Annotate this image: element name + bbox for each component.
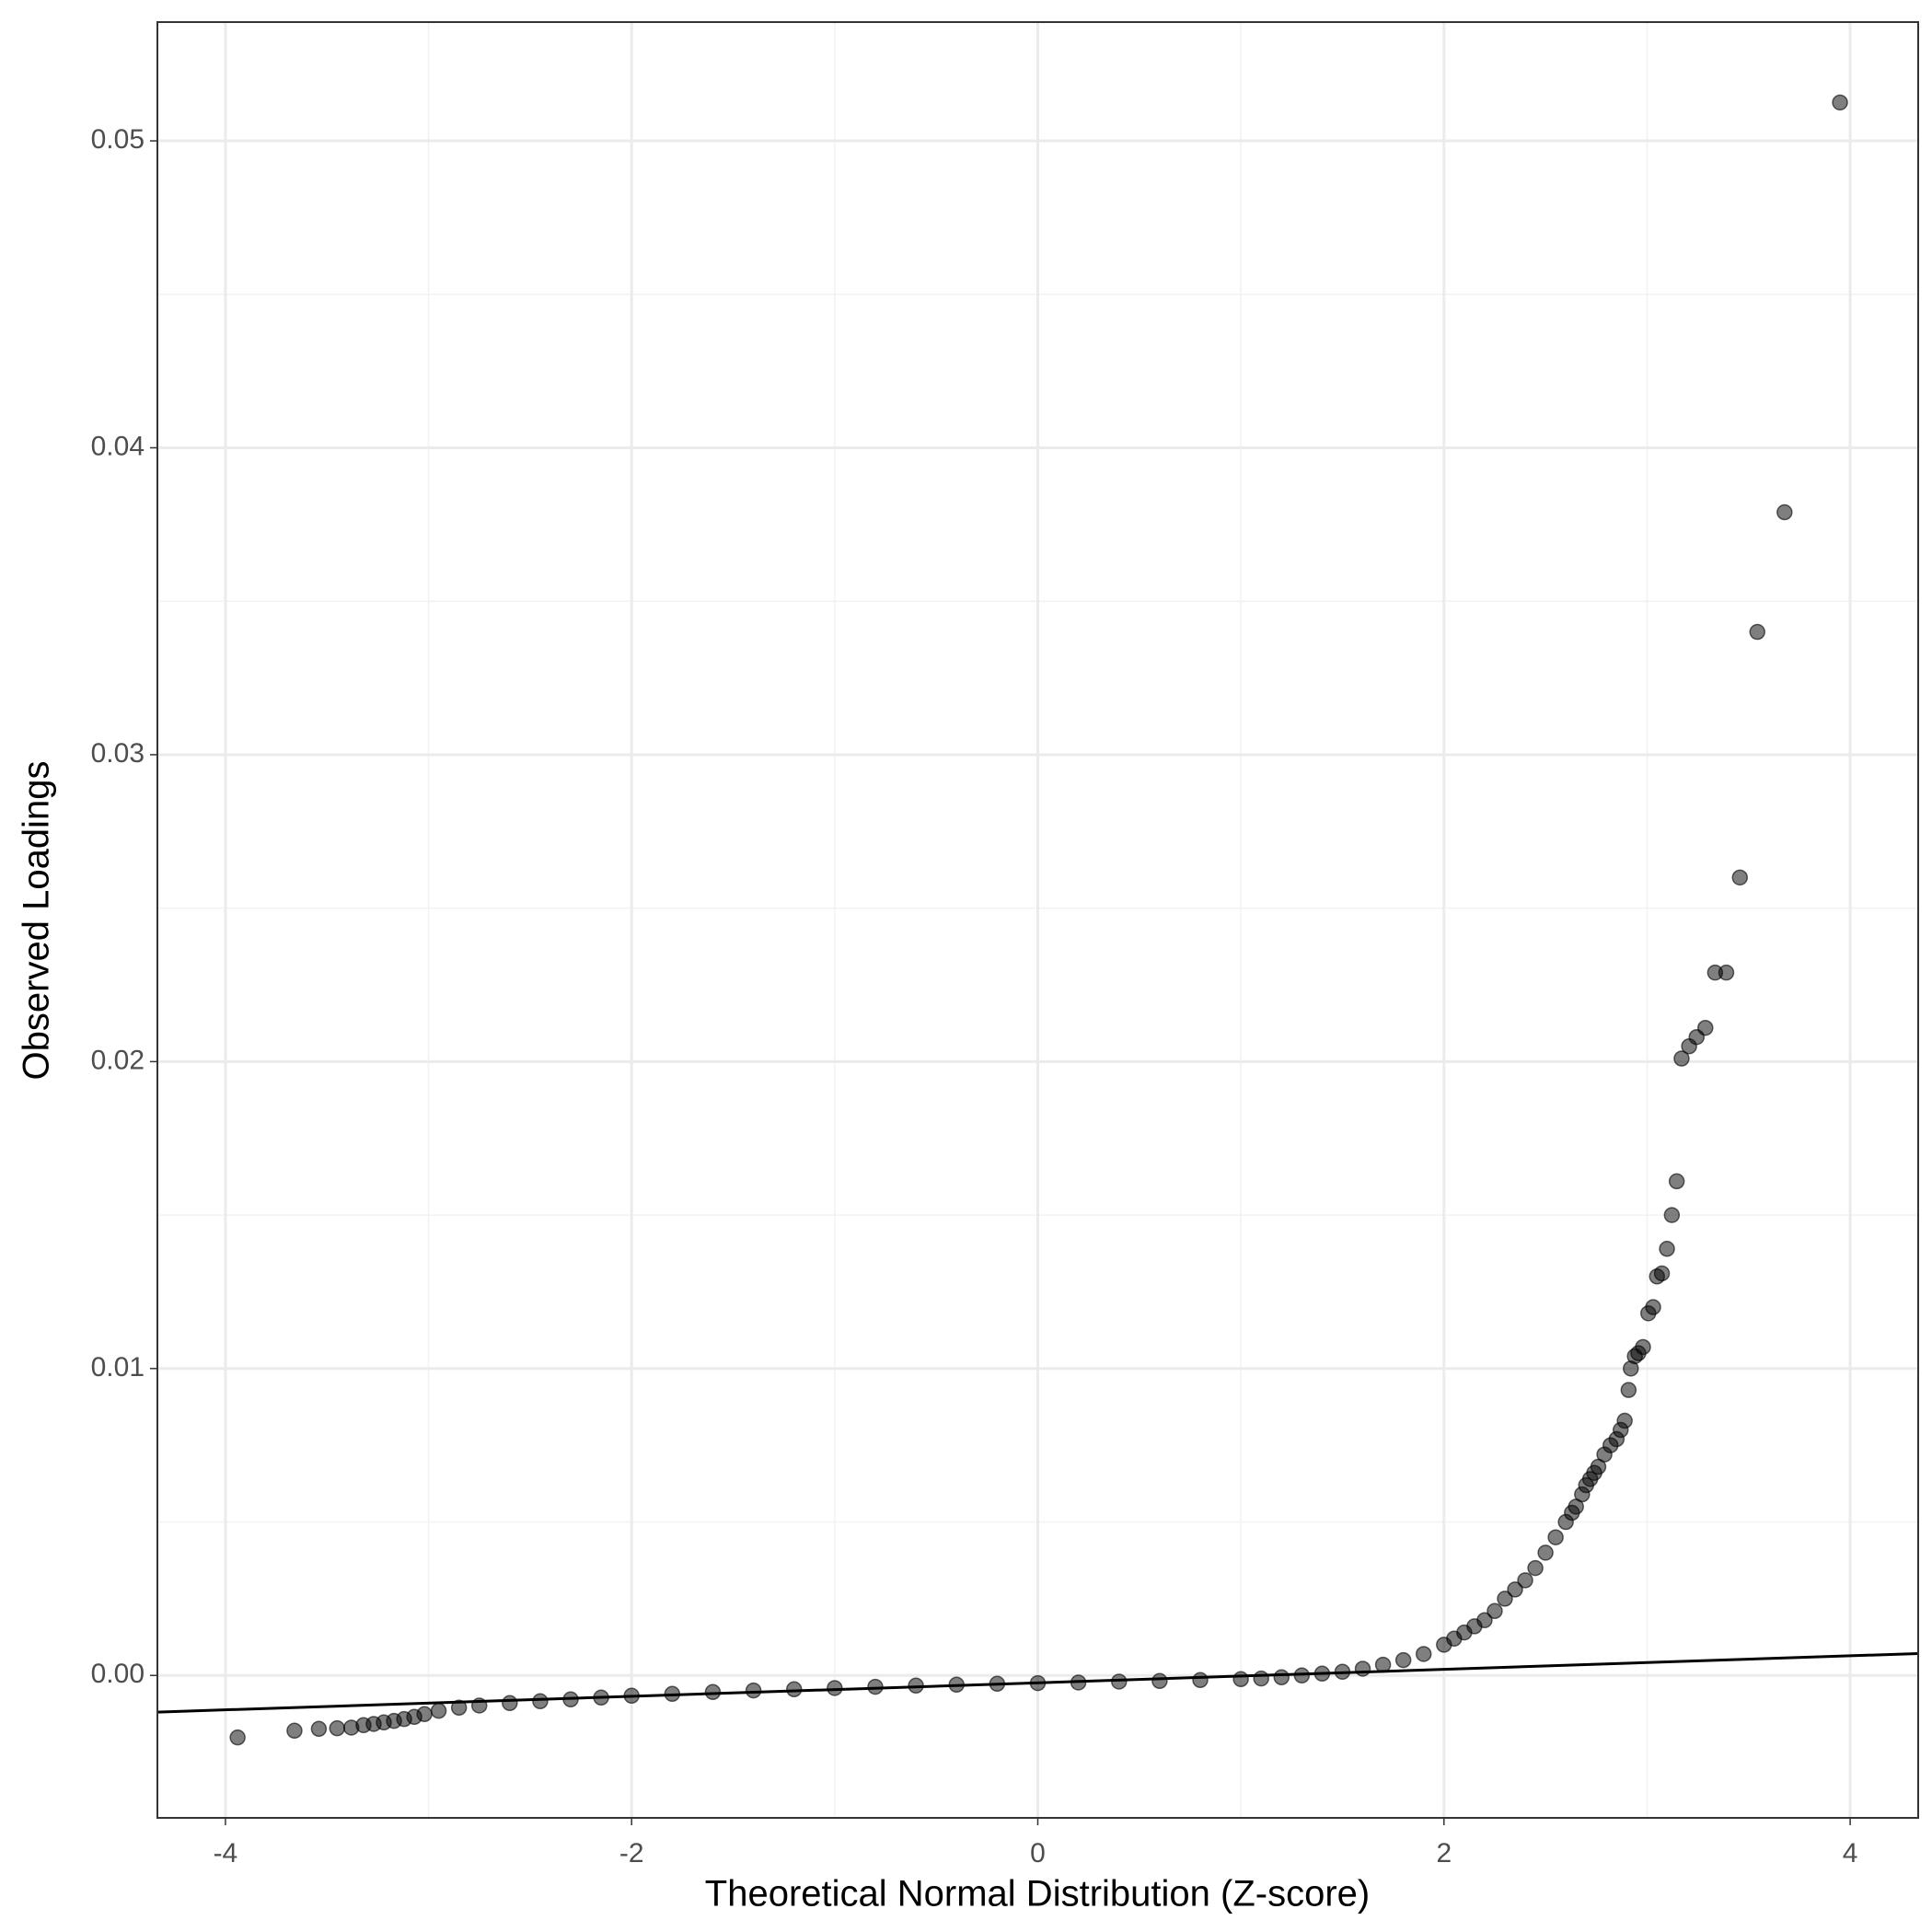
point <box>1668 1173 1685 1190</box>
point <box>1547 1529 1564 1545</box>
x-axis-title: Theoretical Normal Distribution (Z-score… <box>705 1874 1370 1915</box>
point <box>1832 94 1848 111</box>
point <box>229 1729 246 1746</box>
point <box>1776 503 1793 521</box>
x-tick-label: 2 <box>1436 1838 1452 1868</box>
point <box>1697 1019 1714 1036</box>
y-tick-label: 0.00 <box>91 1659 145 1689</box>
point <box>1635 1338 1651 1356</box>
point <box>1749 623 1765 641</box>
panel-border <box>156 21 1919 1819</box>
point <box>1653 1265 1671 1282</box>
point <box>704 1683 722 1701</box>
y-tick-label: 0.03 <box>91 738 145 769</box>
point <box>329 1719 346 1737</box>
point <box>1476 1612 1493 1629</box>
x-tick-label: -2 <box>619 1838 644 1868</box>
point <box>1507 1581 1523 1598</box>
point <box>1718 964 1735 981</box>
point <box>416 1706 433 1723</box>
point <box>532 1693 549 1710</box>
point <box>1663 1207 1681 1223</box>
point <box>1394 1651 1412 1669</box>
point <box>1537 1544 1554 1561</box>
point <box>286 1722 303 1740</box>
point <box>1151 1672 1168 1690</box>
point <box>1253 1670 1269 1687</box>
x-tick-label: 0 <box>1030 1838 1046 1868</box>
point <box>430 1702 447 1719</box>
point <box>1487 1602 1503 1620</box>
point <box>1616 1412 1633 1429</box>
point <box>785 1681 803 1698</box>
point <box>745 1682 762 1699</box>
point <box>1232 1671 1249 1688</box>
reference-line <box>156 1651 1919 1714</box>
y-tick-label: 0.01 <box>91 1352 145 1382</box>
x-tick-label: -4 <box>214 1838 238 1868</box>
point <box>1731 869 1749 886</box>
y-axis-title: Observed Loadings <box>17 761 57 1081</box>
point <box>1659 1241 1675 1257</box>
y-tick-label: 0.04 <box>91 431 145 461</box>
point <box>1497 1591 1513 1607</box>
point <box>1620 1382 1637 1398</box>
y-tick-label: 0.02 <box>91 1045 145 1075</box>
point <box>310 1720 328 1738</box>
y-tick-label: 0.05 <box>91 124 145 155</box>
x-tick-label: 4 <box>1843 1838 1858 1868</box>
point <box>1415 1646 1432 1662</box>
point <box>1354 1660 1371 1677</box>
point <box>1527 1559 1544 1577</box>
point <box>1645 1299 1661 1315</box>
point <box>1192 1672 1209 1689</box>
point <box>1273 1669 1290 1686</box>
point <box>502 1695 518 1712</box>
point <box>450 1699 468 1717</box>
point <box>1673 1050 1690 1067</box>
point <box>1517 1572 1533 1589</box>
